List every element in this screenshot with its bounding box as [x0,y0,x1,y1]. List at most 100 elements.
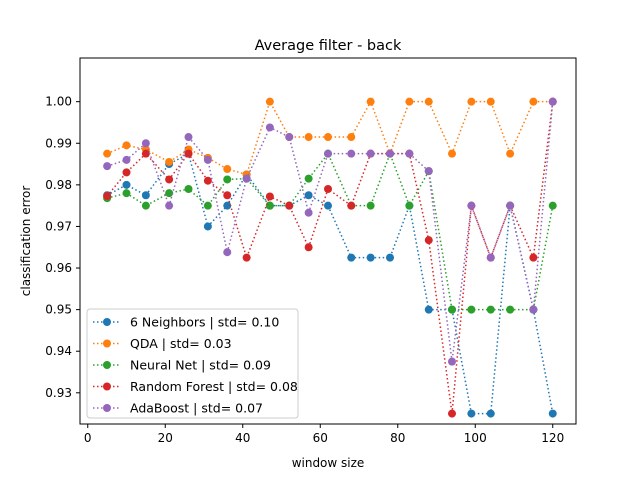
data-point [366,253,375,262]
data-point [265,201,274,210]
y-axis: 0.93 0.94 0.95 0.96 0.97 0.98 0.99 1.00 [45,95,80,400]
legend-label: Random Forest | std= 0.08 [130,379,298,394]
data-point [366,201,375,210]
legend-frame [86,308,299,419]
data-point [304,191,313,200]
data-point [506,201,515,210]
data-point [223,248,232,257]
data-point [184,133,193,142]
data-point [324,149,332,158]
data-point [506,305,515,314]
data-point [285,133,294,142]
data-point [223,165,232,174]
data-point [103,149,112,158]
data-point [324,201,332,210]
data-point [203,176,212,185]
data-point [103,192,112,201]
data-point [203,201,212,210]
y-tick-label: 1.00 [45,95,72,109]
legend-marker [103,361,111,369]
data-point [103,162,112,171]
x-tick-label: 120 [541,431,564,445]
plot-area [79,57,577,425]
data-point [223,175,232,184]
data-point [529,97,538,106]
legend-label: 6 Neighbors | std= 0.10 [130,315,279,330]
data-point [285,201,294,210]
data-point [265,97,274,106]
data-point [548,409,557,418]
data-point [223,191,232,200]
data-point [529,305,538,314]
series-3 [103,97,557,418]
x-axis: 0 20 40 60 80 100 120 [84,424,564,445]
data-point [165,175,174,184]
legend-marker [103,382,111,391]
data-point [529,253,538,262]
series-line [106,101,554,362]
data-point [467,409,476,418]
data-point [122,155,131,164]
data-point [467,305,476,314]
data-point [486,97,495,106]
data-point [242,253,251,262]
data-point [366,149,375,158]
series-4 [103,97,557,366]
data-point [203,222,212,231]
data-point [304,133,313,142]
data-point [386,149,394,158]
data-point [242,174,251,183]
x-axis-label: window size [292,456,365,470]
data-point [304,208,313,217]
y-tick-label: 0.95 [45,303,72,317]
series-line [106,151,554,311]
x-tick-label: 60 [313,431,328,445]
data-point [347,133,356,142]
y-axis-label: classification error [19,186,33,297]
y-tick-label: 0.96 [45,261,72,275]
data-point [304,243,313,252]
data-point [366,97,375,106]
data-point [506,149,515,158]
data-point [424,167,433,176]
data-point [448,149,456,158]
data-point [304,174,313,183]
data-point [548,201,557,210]
data-point [448,409,456,418]
x-tick-label: 0 [84,431,92,445]
legend-label: QDA | std= 0.03 [130,336,232,351]
data-point [184,185,193,194]
chart-title: Average filter - back [255,38,402,54]
data-point [122,141,131,150]
data-point [165,201,174,210]
y-tick-label: 0.97 [45,219,72,233]
series-group [103,97,557,418]
data-point [141,191,150,200]
data-point [486,253,495,262]
data-point [184,149,193,158]
series-2 [103,149,557,314]
data-point [122,168,131,177]
data-point [448,357,456,366]
legend-marker [103,404,111,412]
x-tick-label: 20 [158,431,173,445]
data-point [405,97,414,106]
data-point [141,201,150,210]
data-point [122,189,131,198]
legend-label: AdaBoost | std= 0.07 [130,401,263,416]
data-point [347,253,356,262]
data-point [467,97,476,106]
data-point [203,155,212,164]
data-point [347,149,356,158]
legend-marker [103,339,111,348]
series-line [106,152,554,415]
data-point [424,97,433,106]
data-point [265,123,274,132]
data-point [424,305,433,314]
x-tick-label: 80 [390,431,405,445]
legend: 6 Neighbors | std= 0.10 QDA | std= 0.03 Ne… [86,308,299,419]
data-point [548,97,557,106]
data-point [347,201,356,210]
legend-label: Neural Net | std= 0.09 [130,358,271,373]
